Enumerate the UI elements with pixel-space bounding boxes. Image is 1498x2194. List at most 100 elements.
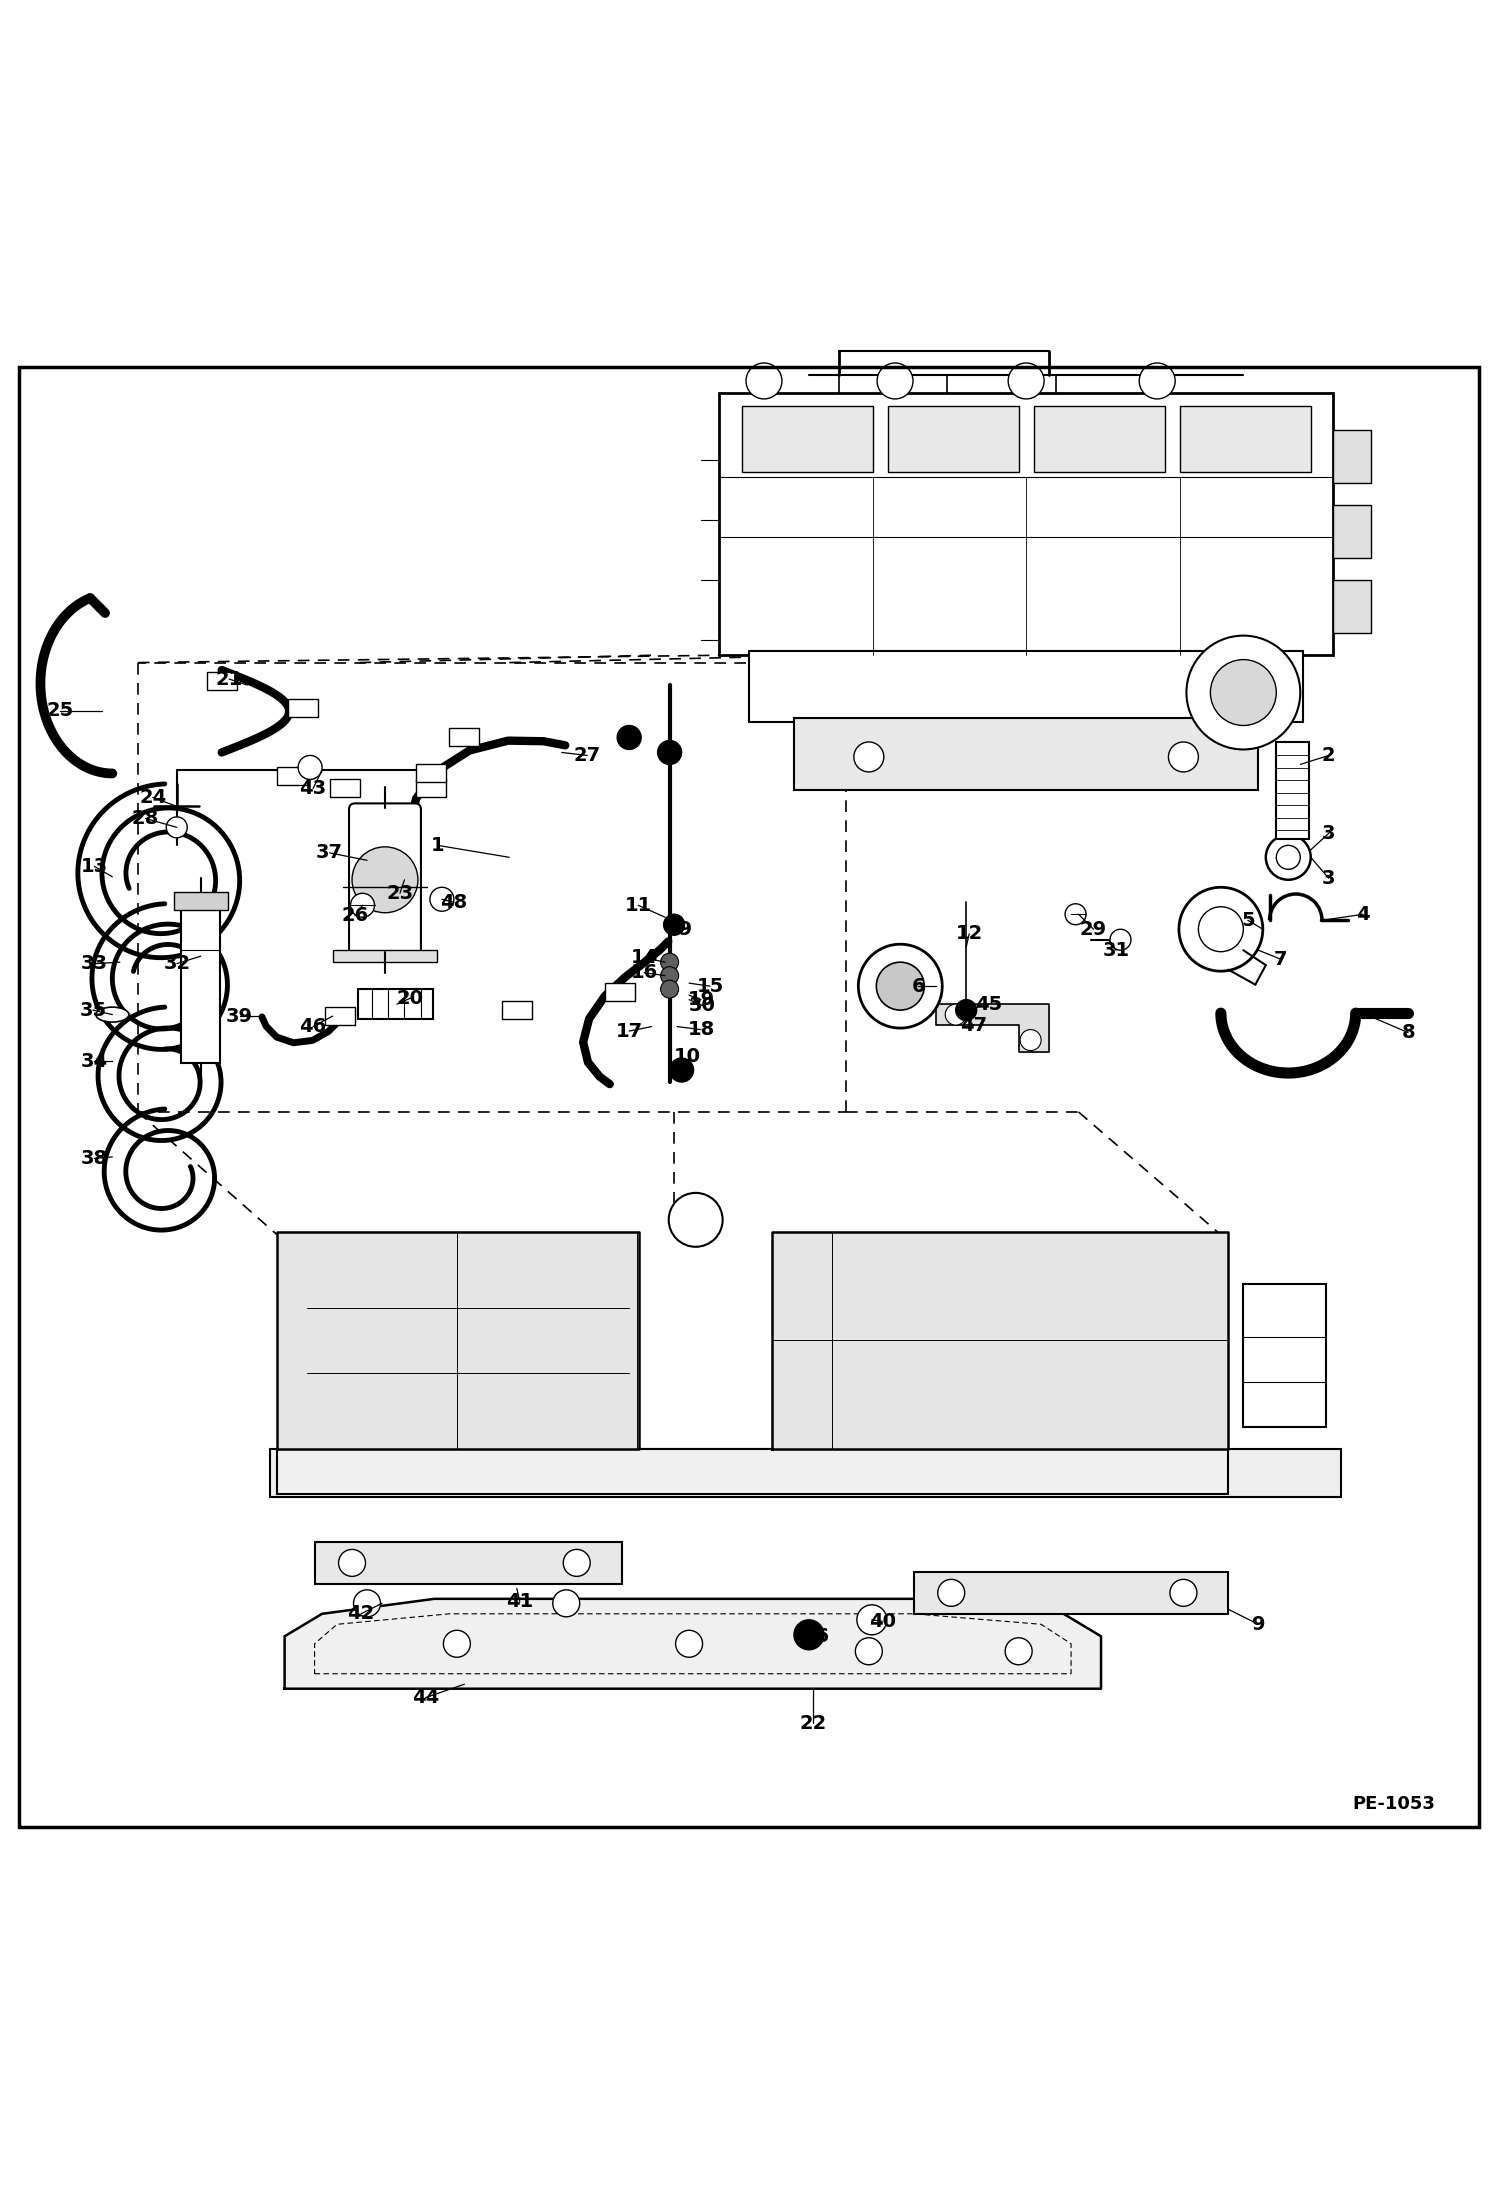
Bar [794,717,1258,790]
Text: 32: 32 [163,954,190,974]
Text: 4: 4 [1356,904,1371,924]
Bar [325,1007,355,1025]
Text: 30: 30 [689,996,716,1016]
Bar [449,728,479,746]
Text: 27: 27 [574,746,601,766]
Text: 20: 20 [397,989,424,1007]
Ellipse shape [96,1007,129,1022]
Circle shape [938,1580,965,1606]
Circle shape [661,981,679,998]
Bar [749,652,1303,722]
Circle shape [857,1604,887,1635]
Circle shape [854,742,884,772]
Text: 44: 44 [412,1687,439,1707]
Circle shape [553,1591,580,1617]
Circle shape [1198,906,1243,952]
Text: 19: 19 [688,989,715,1009]
Text: 18: 18 [688,1020,715,1040]
Text: 26: 26 [342,906,369,926]
Text: 46: 46 [300,1018,327,1036]
Text: 47: 47 [960,1016,987,1036]
Text: 10: 10 [674,1047,701,1066]
Circle shape [670,1058,694,1082]
Circle shape [1179,886,1263,972]
Text: 49: 49 [665,919,692,939]
Text: 13: 13 [81,858,108,875]
Bar [207,671,237,689]
Text: 9: 9 [1251,1615,1266,1635]
Circle shape [563,1549,590,1575]
Bar [742,406,872,472]
Text: PE-1053: PE-1053 [1353,1795,1435,1812]
Text: 45: 45 [975,994,1002,1014]
Bar [1243,1283,1326,1426]
Bar [416,764,446,783]
Text: 48: 48 [440,893,467,913]
Text: 37: 37 [316,842,343,862]
Text: 3: 3 [1321,869,1336,889]
Text: 1: 1 [430,836,445,856]
Text: 24: 24 [139,788,166,807]
Bar [277,1448,1228,1494]
Bar [1333,505,1371,557]
Circle shape [1168,742,1198,772]
Text: 39: 39 [226,1007,253,1025]
Circle shape [658,742,682,764]
Circle shape [443,1630,470,1656]
Bar [315,1542,622,1584]
Text: 38: 38 [81,1150,108,1167]
Text: 12: 12 [956,924,983,943]
Text: 29: 29 [1080,919,1107,939]
Polygon shape [285,1599,1101,1689]
Bar [288,698,318,717]
Circle shape [676,1630,703,1656]
Circle shape [794,1619,824,1650]
Circle shape [1276,845,1300,869]
Polygon shape [771,1231,1228,1448]
Bar [330,779,360,796]
Bar [1034,406,1165,472]
Text: 23: 23 [386,884,413,902]
Circle shape [339,1549,366,1575]
Circle shape [746,362,782,399]
Bar [277,768,307,785]
Text: 43: 43 [300,779,327,799]
Text: 25: 25 [46,702,73,720]
Circle shape [956,1000,977,1020]
Bar [416,779,446,796]
Circle shape [855,1637,882,1665]
Bar [719,393,1333,656]
Circle shape [354,1591,380,1617]
Text: 35: 35 [79,1000,106,1020]
Circle shape [1065,904,1086,924]
Circle shape [430,886,454,911]
Circle shape [1266,836,1311,880]
Circle shape [352,847,418,913]
Text: 3: 3 [1321,825,1336,842]
Text: 8: 8 [1401,1022,1416,1042]
Text: 33: 33 [81,954,108,974]
Bar [181,897,220,1062]
Circle shape [298,755,322,779]
Text: 31: 31 [1103,941,1129,959]
Circle shape [1186,636,1300,750]
Text: 14: 14 [631,948,658,968]
Bar [333,950,437,963]
Text: 7: 7 [1273,950,1288,970]
Text: 42: 42 [348,1604,374,1624]
Bar [887,406,1019,472]
Circle shape [876,963,924,1009]
Circle shape [1008,362,1044,399]
Bar [1333,430,1371,483]
Bar [914,1571,1228,1615]
Bar [1333,579,1371,632]
Bar [270,1448,1341,1496]
Polygon shape [277,1231,638,1448]
Circle shape [661,952,679,972]
Text: 6: 6 [911,976,926,996]
Text: 34: 34 [81,1051,108,1071]
Circle shape [858,943,942,1029]
Text: 11: 11 [625,895,652,915]
Text: 2: 2 [1321,746,1336,766]
Text: 22: 22 [800,1714,827,1733]
